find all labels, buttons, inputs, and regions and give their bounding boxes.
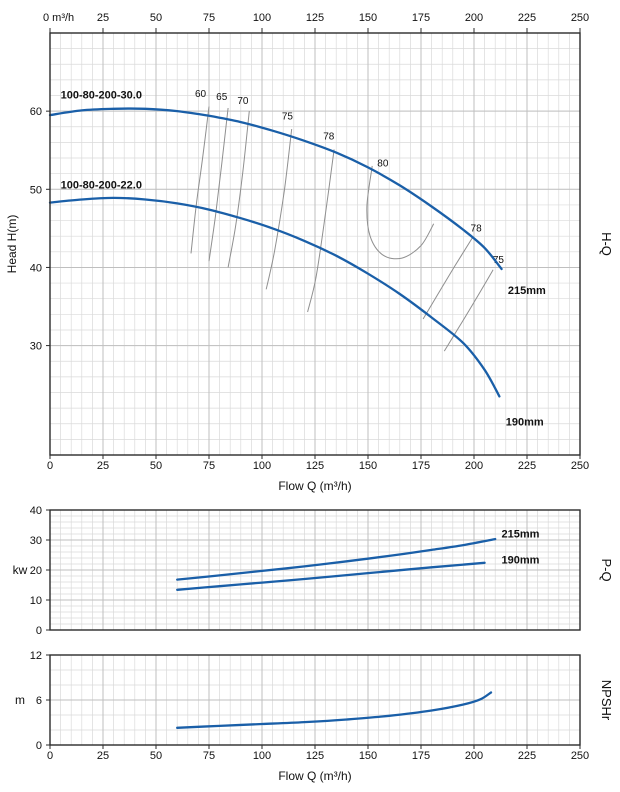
efficiency-label-70: 70 [237,96,249,107]
top-tick-label: 25 [97,12,109,24]
x-tick-label: 250 [571,750,589,762]
x-tick-label: 75 [203,460,215,472]
curve-215mm [48,107,503,271]
y-tick-label: 30 [30,341,42,353]
y-tick-label: 60 [30,106,42,118]
x-axis-title: Flow Q (m³/h) [278,479,351,493]
y-axis-title: Head H(m) [5,215,19,274]
chart-p-q: 0 10 20 30 40 kw P-Q 215mm 190mm [13,505,614,637]
annotation: 100-80-200-30.0 [61,90,142,102]
top-tick-label: 250 [571,12,589,24]
efficiency-line-65 [208,107,229,262]
efficiency-label-78: 78 [323,131,335,142]
x-tick-label: 25 [97,460,109,472]
x-tick-label: 0 [47,460,53,472]
annotation: 190mm [506,416,544,428]
x-tick-label: 0 [47,750,53,762]
x-tick-label: 150 [359,750,377,762]
y-tick-label: 40 [30,262,42,274]
y-tick-label: 12 [30,650,42,662]
y-tick-label: 0 [36,740,42,752]
chart-npshr: 0 25 50 75 100 125 150 175 200 225 250 0 6 12 Flow Q (… [15,650,614,783]
annotation: 100-80-200-22.0 [61,180,142,192]
curve-190mm [48,196,501,398]
right-label-npshr: NPSHr [599,680,614,721]
x-axis-title: Flow Q (m³/h) [278,769,351,783]
top-tick-label: 200 [465,12,483,24]
efficiency-line-60 [190,106,210,254]
efficiency-label-75: 75 [282,112,294,123]
top-tick-label: 75 [203,12,215,24]
right-label-h-q: H-Q [599,232,614,256]
y-tick-label: 30 [30,535,42,547]
x-tick-label: 100 [253,460,271,472]
top-tick-label: 100 [253,12,271,24]
x-tick-label: 50 [150,750,162,762]
x-tick-label: 125 [306,750,324,762]
efficiency-line-78 [422,236,474,320]
y-axis-title: kw [13,563,28,577]
efficiency-line-78 [307,149,335,313]
x-tick-label: 175 [412,460,430,472]
annotation: 190mm [502,554,540,566]
top-tick-label: 50 [150,12,162,24]
x-tick-label: 200 [465,750,483,762]
efficiency-line-75 [265,129,293,290]
y-tick-label: 40 [30,505,42,517]
x-tick-label: 125 [306,460,324,472]
right-label-p-q: P-Q [599,558,614,581]
top-tick-label: 225 [518,12,536,24]
grid-major [49,654,581,746]
annotation: 215mm [502,529,540,541]
top-tick-label: 0 m³/h [43,12,74,24]
top-tick-label: 125 [306,12,324,24]
efficiency-line-80 [366,165,435,260]
y-tick-label: 10 [30,595,42,607]
y-tick-label: 6 [36,695,42,707]
x-tick-label: 150 [359,460,377,472]
efficiency-label-80: 80 [377,159,389,170]
y-tick-label: 20 [30,565,42,577]
curve-215mm [176,537,497,581]
y-tick-label: 50 [30,184,42,196]
x-tick-label: 225 [518,460,536,472]
x-tick-label: 250 [571,460,589,472]
efficiency-line-75 [443,269,494,352]
x-tick-label: 100 [253,750,271,762]
x-tick-label: 225 [518,750,536,762]
efficiency-label-78: 78 [471,223,483,234]
curve-npshr [176,691,493,729]
curve-190mm [176,561,486,591]
efficiency-line-70 [227,111,250,268]
x-tick-label: 175 [412,750,430,762]
annotation: 215mm [508,285,546,297]
y-axis-title: m [15,693,25,707]
grid-major [49,33,581,455]
x-tick-label: 200 [465,460,483,472]
x-tick-label: 75 [203,750,215,762]
top-tick-label: 175 [412,12,430,24]
x-tick-label: 25 [97,750,109,762]
y-tick-label: 0 [36,625,42,637]
top-tick-label: 150 [359,12,377,24]
chart-h-q: 60 65 70 75 78 80 78 75 0 m³/h 25 50 75 100 125 150 175… [5,12,614,493]
efficiency-label-60: 60 [195,89,207,100]
x-tick-label: 50 [150,460,162,472]
efficiency-label-65: 65 [216,92,228,103]
efficiency-label-75: 75 [493,255,505,266]
